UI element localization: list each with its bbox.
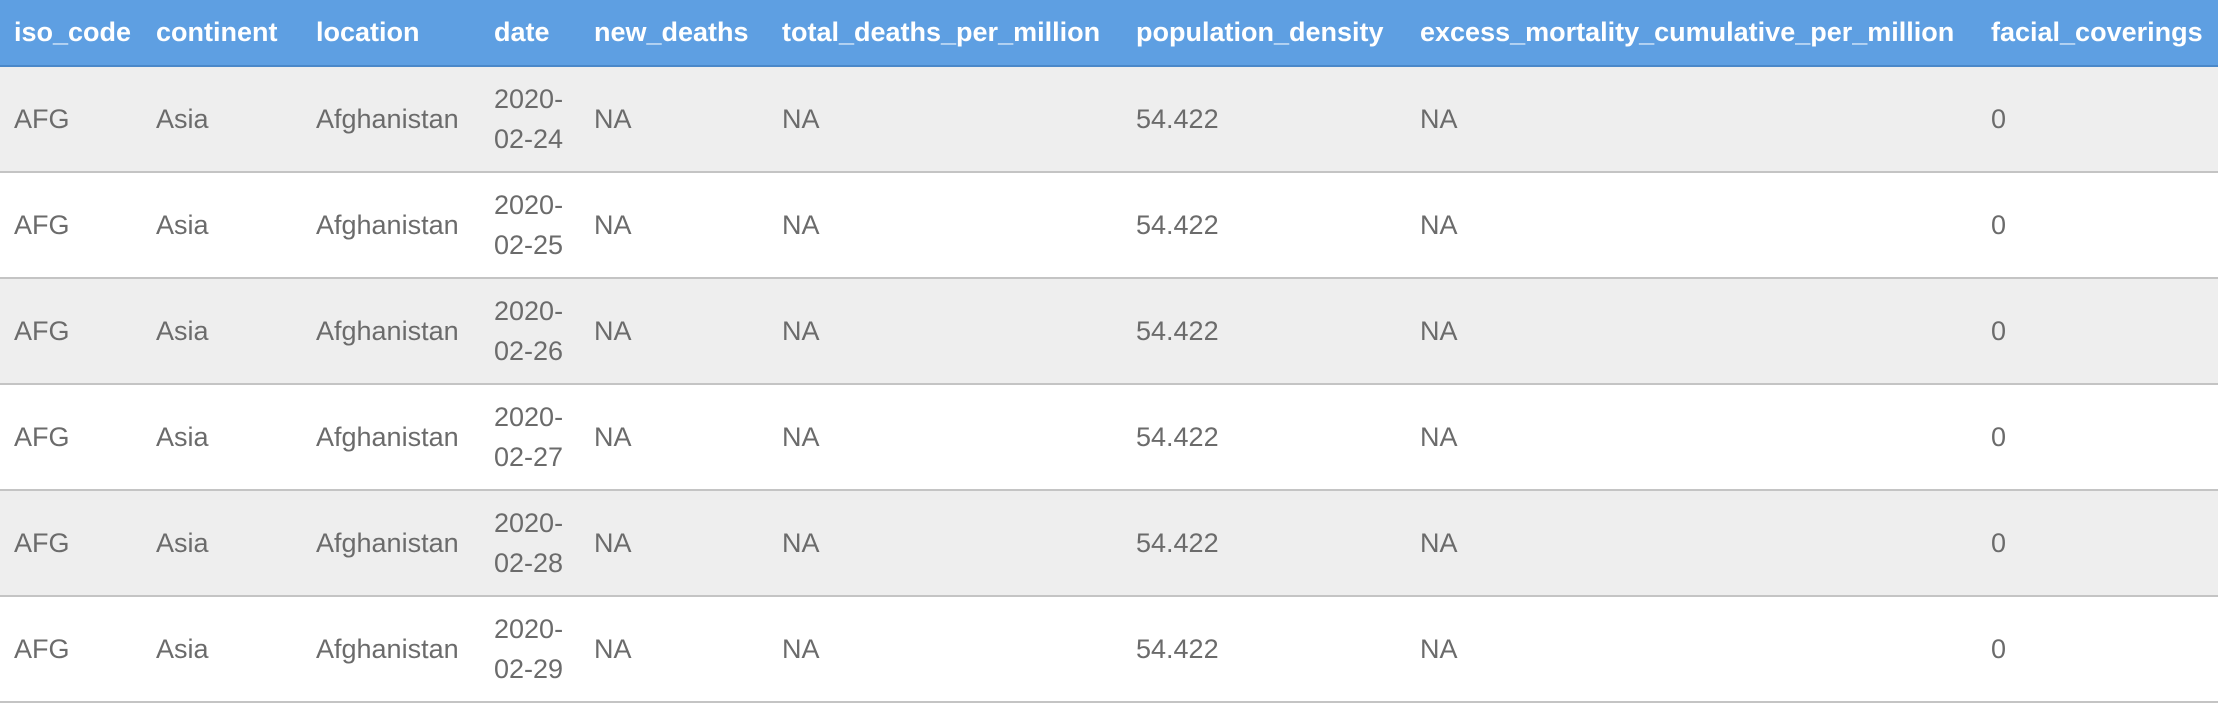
cell-total-deaths-per-million: NA [768,596,1122,703]
cell-excess-mortality: NA [1406,172,1977,279]
cell-total-deaths-per-million: NA [768,66,1122,173]
table-row: AFG Asia Afghanistan 2020- 02-26 NA NA 54… [0,278,2218,385]
cell-population-density: 54.422 [1122,384,1406,491]
cell-total-deaths-per-million: NA [768,490,1122,597]
cell-facial-coverings: 0 [1977,596,2218,703]
cell-iso-code: AFG [0,66,142,173]
table-header-row: iso_code continent location date new_dea… [0,0,2218,67]
date-month-day: 02-24 [494,124,564,154]
cell-location: Afghanistan [302,490,480,597]
column-header-population-density[interactable]: population_density [1122,0,1406,67]
cell-date: 2020- 02-28 [480,490,580,597]
column-header-new-deaths[interactable]: new_deaths [580,0,768,67]
cell-new-deaths: NA [580,384,768,491]
cell-total-deaths-per-million: NA [768,172,1122,279]
cell-excess-mortality: NA [1406,384,1977,491]
cell-facial-coverings: 0 [1977,172,2218,279]
column-header-iso-code[interactable]: iso_code [0,0,142,67]
cell-iso-code: AFG [0,384,142,491]
column-header-excess-mortality[interactable]: excess_mortality_cumulative_per_million [1406,0,1977,67]
cell-continent: Asia [142,172,302,279]
cell-total-deaths-per-million: NA [768,278,1122,385]
cell-continent: Asia [142,384,302,491]
cell-facial-coverings: 0 [1977,384,2218,491]
date-year: 2020- [494,614,564,644]
table-row: AFG Asia Afghanistan 2020- 02-24 NA NA 54… [0,66,2218,173]
cell-new-deaths: NA [580,278,768,385]
date-month-day: 02-25 [494,230,564,260]
cell-iso-code: AFG [0,172,142,279]
cell-facial-coverings: 0 [1977,490,2218,597]
cell-iso-code: AFG [0,490,142,597]
cell-new-deaths: NA [580,596,768,703]
cell-iso-code: AFG [0,278,142,385]
cell-facial-coverings: 0 [1977,278,2218,385]
cell-excess-mortality: NA [1406,278,1977,385]
cell-new-deaths: NA [580,66,768,173]
cell-location: Afghanistan [302,278,480,385]
cell-population-density: 54.422 [1122,490,1406,597]
cell-location: Afghanistan [302,172,480,279]
cell-date: 2020- 02-26 [480,278,580,385]
column-header-continent[interactable]: continent [142,0,302,67]
cell-continent: Asia [142,490,302,597]
date-month-day: 02-28 [494,548,564,578]
cell-continent: Asia [142,278,302,385]
date-month-day: 02-29 [494,654,564,684]
cell-continent: Asia [142,596,302,703]
table-row: AFG Asia Afghanistan 2020- 02-29 NA NA 54… [0,596,2218,703]
cell-excess-mortality: NA [1406,490,1977,597]
date-year: 2020- [494,402,564,432]
column-header-total-deaths-per-million[interactable]: total_deaths_per_million [768,0,1122,67]
table-row: AFG Asia Afghanistan 2020- 02-28 NA NA 54… [0,490,2218,597]
cell-location: Afghanistan [302,66,480,173]
cell-population-density: 54.422 [1122,596,1406,703]
cell-excess-mortality: NA [1406,66,1977,173]
cell-date: 2020- 02-24 [480,66,580,173]
cell-excess-mortality: NA [1406,596,1977,703]
cell-location: Afghanistan [302,384,480,491]
cell-location: Afghanistan [302,596,480,703]
cell-population-density: 54.422 [1122,172,1406,279]
column-header-location[interactable]: location [302,0,480,67]
cell-continent: Asia [142,66,302,173]
date-year: 2020- [494,508,564,538]
cell-total-deaths-per-million: NA [768,384,1122,491]
table-row: AFG Asia Afghanistan 2020- 02-27 NA NA 54… [0,384,2218,491]
cell-date: 2020- 02-27 [480,384,580,491]
column-header-facial-coverings[interactable]: facial_coverings [1977,0,2218,67]
date-year: 2020- [494,190,564,220]
cell-date: 2020- 02-25 [480,172,580,279]
date-year: 2020- [494,296,564,326]
date-month-day: 02-26 [494,336,564,366]
cell-new-deaths: NA [580,490,768,597]
cell-population-density: 54.422 [1122,278,1406,385]
date-year: 2020- [494,84,564,114]
cell-new-deaths: NA [580,172,768,279]
date-month-day: 02-27 [494,442,564,472]
column-header-date[interactable]: date [480,0,580,67]
cell-facial-coverings: 0 [1977,66,2218,173]
table-row: AFG Asia Afghanistan 2020- 02-25 NA NA 54… [0,172,2218,279]
cell-population-density: 54.422 [1122,66,1406,173]
cell-iso-code: AFG [0,596,142,703]
cell-date: 2020- 02-29 [480,596,580,703]
